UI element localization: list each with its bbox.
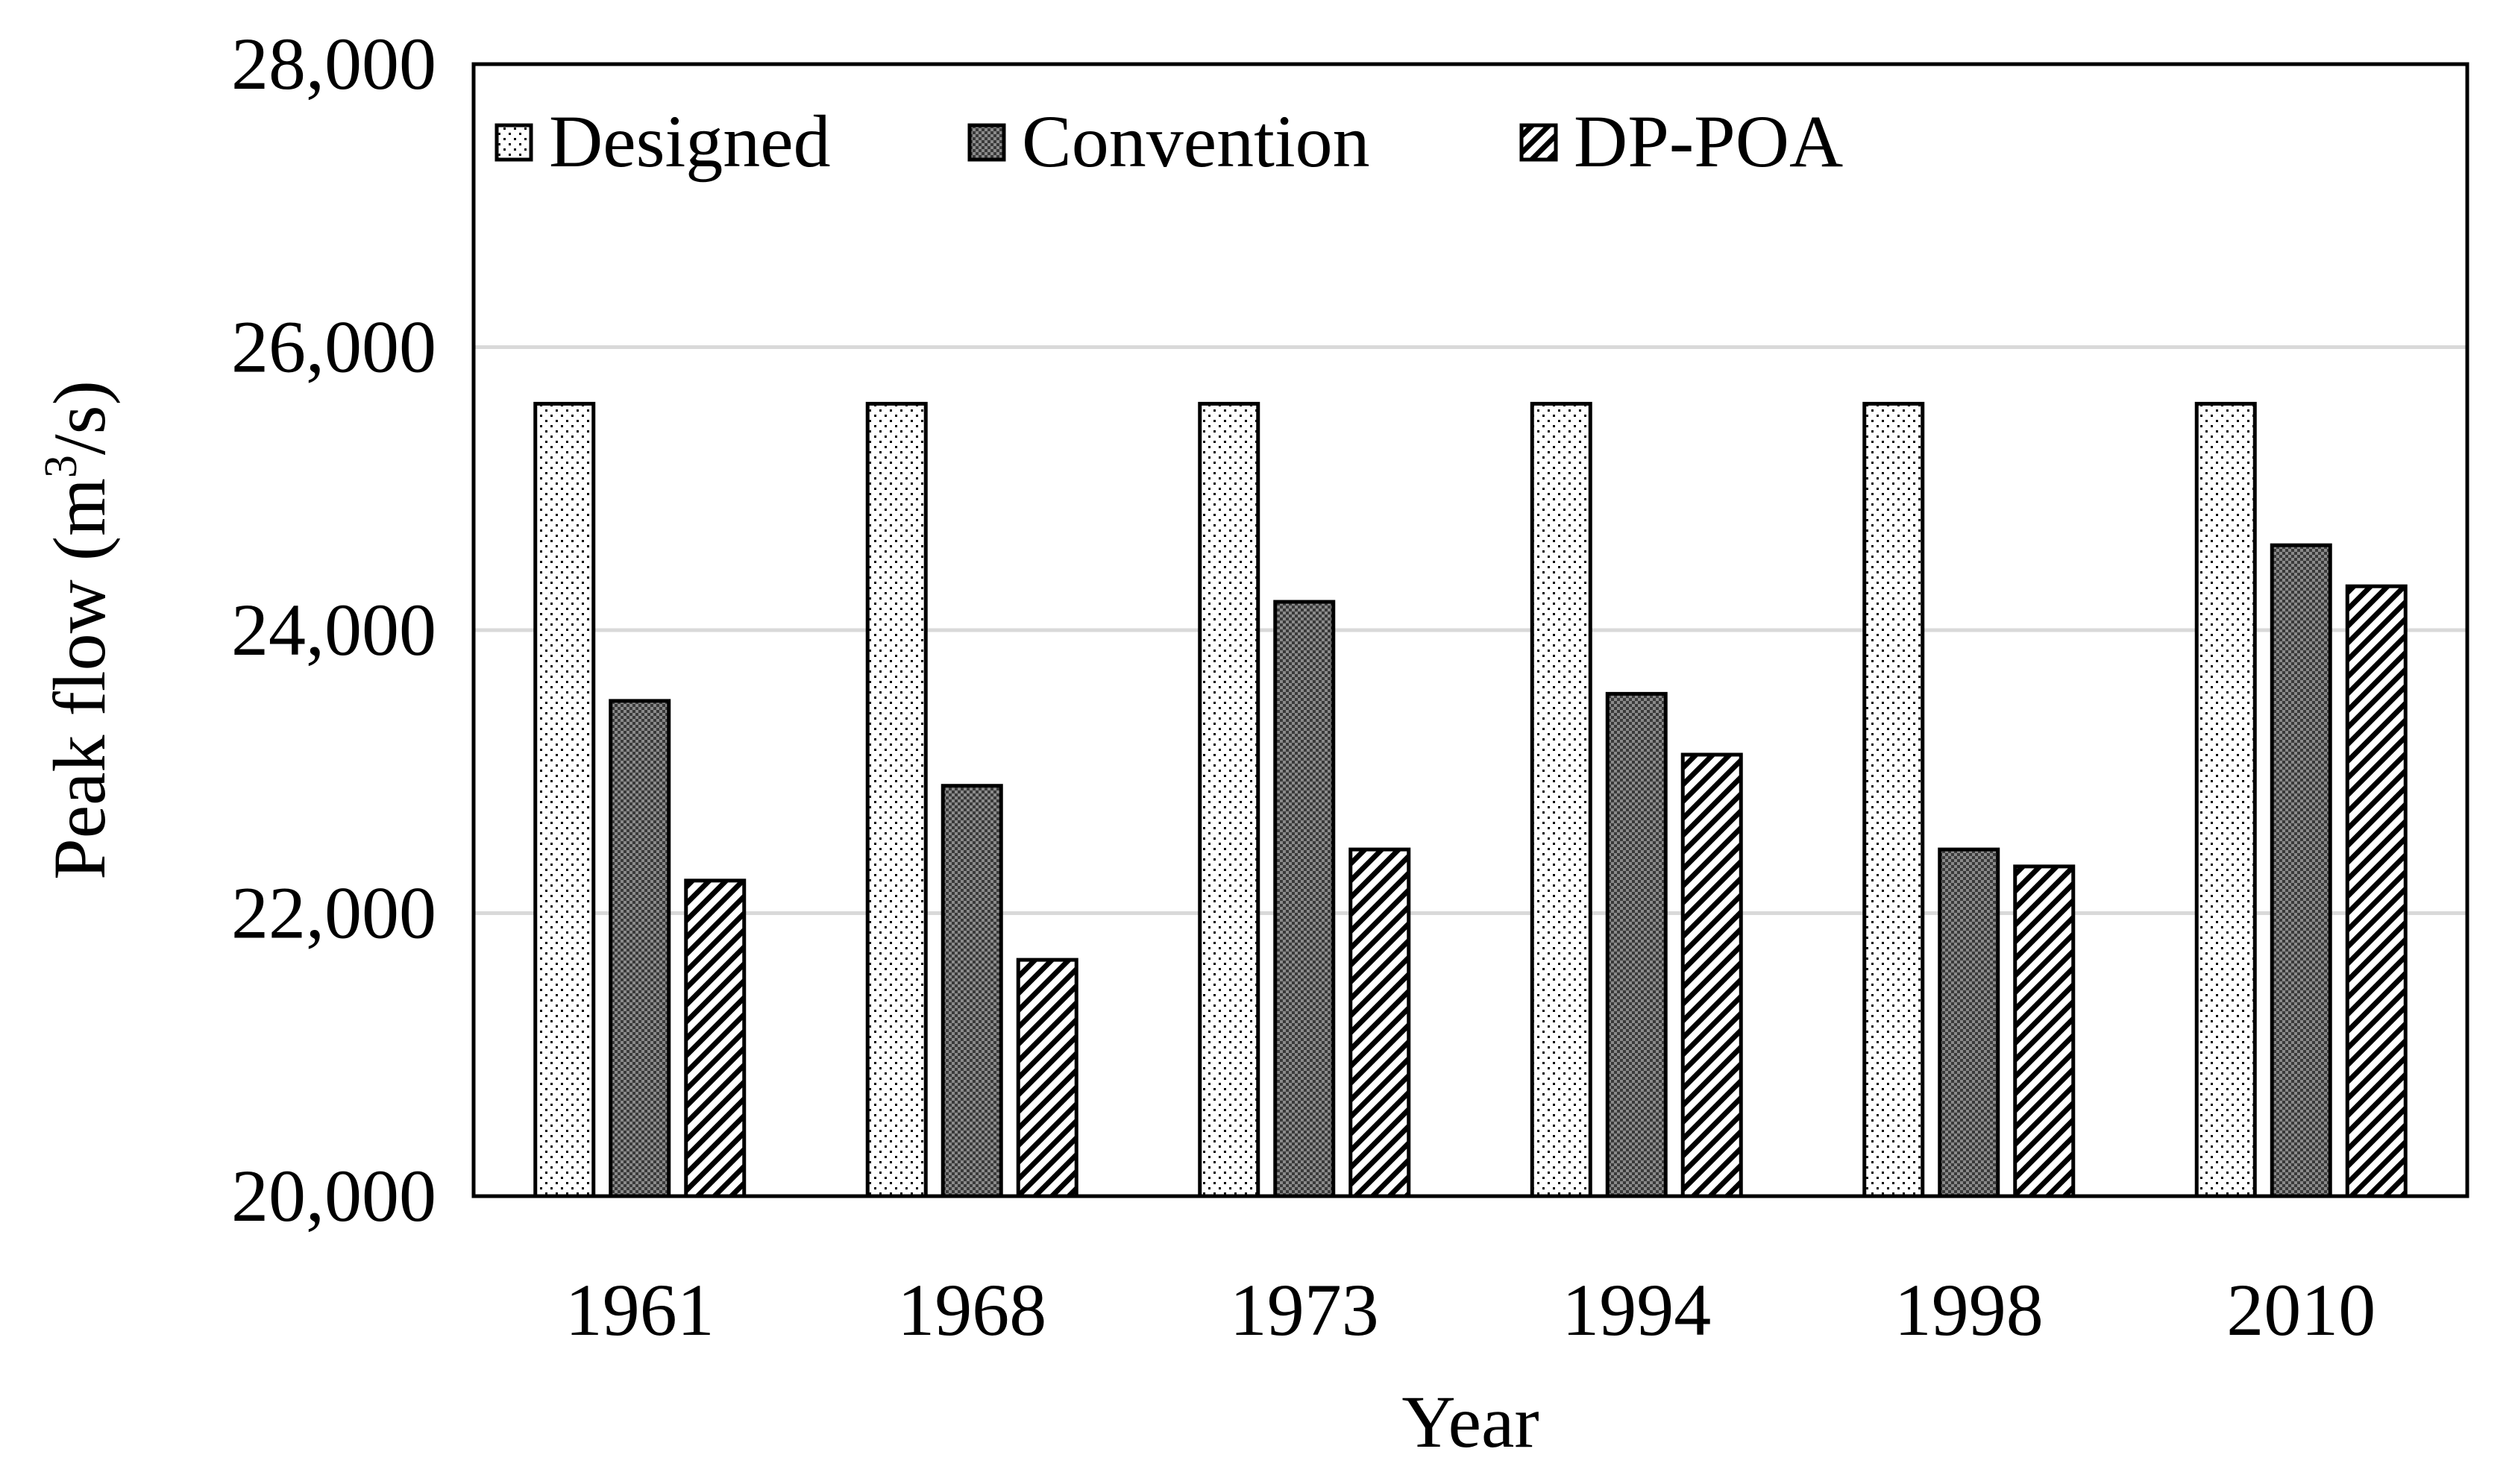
x-tick-label: 1973 bbox=[1230, 1268, 1379, 1351]
bar-dp-poa-2010 bbox=[2345, 584, 2408, 1198]
bar-designed-1961 bbox=[533, 401, 596, 1198]
bar-designed-2010 bbox=[2194, 401, 2257, 1198]
bar-convention-1998 bbox=[1938, 847, 2000, 1198]
y-axis-ticks: 20,000 22,000 24,000 26,000 28,000 bbox=[231, 22, 436, 1237]
y-tick-label: 20,000 bbox=[231, 1154, 436, 1237]
bar-convention-2010 bbox=[2270, 543, 2332, 1198]
x-tick-label: 1968 bbox=[897, 1268, 1046, 1351]
x-axis-categories: 1961 1968 1973 1994 1998 2010 bbox=[565, 1268, 2376, 1351]
legend-swatch bbox=[1519, 123, 1558, 162]
bar-convention-1994 bbox=[1605, 691, 1668, 1198]
legend-label: Convention bbox=[1022, 100, 1370, 183]
bar-designed-1973 bbox=[1198, 401, 1260, 1198]
y-axis-title-main: Peak flow (m bbox=[38, 478, 121, 880]
y-tick-label: 24,000 bbox=[231, 588, 436, 671]
bar-convention-1973 bbox=[1273, 600, 1336, 1198]
x-tick-label: 2010 bbox=[2226, 1268, 2375, 1351]
bar-dp-poa-1973 bbox=[1348, 847, 1411, 1198]
y-axis-title-superscript: 3 bbox=[36, 455, 87, 478]
bar-dp-poa-1994 bbox=[1680, 752, 1743, 1198]
y-tick-label: 28,000 bbox=[231, 22, 436, 105]
x-tick-label: 1994 bbox=[1562, 1268, 1711, 1351]
legend-label: Designed bbox=[549, 100, 831, 183]
bar-dp-poa-1968 bbox=[1016, 958, 1078, 1198]
bar-designed-1968 bbox=[865, 401, 928, 1198]
y-tick-label: 22,000 bbox=[231, 872, 436, 955]
y-axis-title-suffix: /s) bbox=[38, 380, 121, 455]
bar-designed-1994 bbox=[1530, 401, 1592, 1198]
bar-dp-poa-1998 bbox=[2013, 864, 2076, 1198]
plot-area-frame bbox=[471, 62, 2469, 1198]
y-axis-title: Peak flow (m3/s) bbox=[36, 380, 121, 880]
gridlines bbox=[474, 345, 2467, 915]
x-tick-label: 1998 bbox=[1894, 1268, 2044, 1351]
bar-convention-1961 bbox=[609, 699, 671, 1198]
bar-dp-poa-1961 bbox=[684, 878, 747, 1198]
legend: Designed Convention DP-POA bbox=[494, 100, 1843, 183]
x-axis-title: Year bbox=[1401, 1380, 1539, 1463]
y-tick-label: 26,000 bbox=[231, 306, 436, 389]
legend-swatch bbox=[494, 123, 533, 162]
x-tick-label: 1961 bbox=[565, 1268, 715, 1351]
bars bbox=[533, 401, 2408, 1198]
bar-designed-1998 bbox=[1862, 401, 1925, 1198]
legend-swatch bbox=[967, 123, 1006, 162]
legend-label: DP-POA bbox=[1574, 100, 1843, 183]
bar-convention-1968 bbox=[941, 784, 1003, 1198]
